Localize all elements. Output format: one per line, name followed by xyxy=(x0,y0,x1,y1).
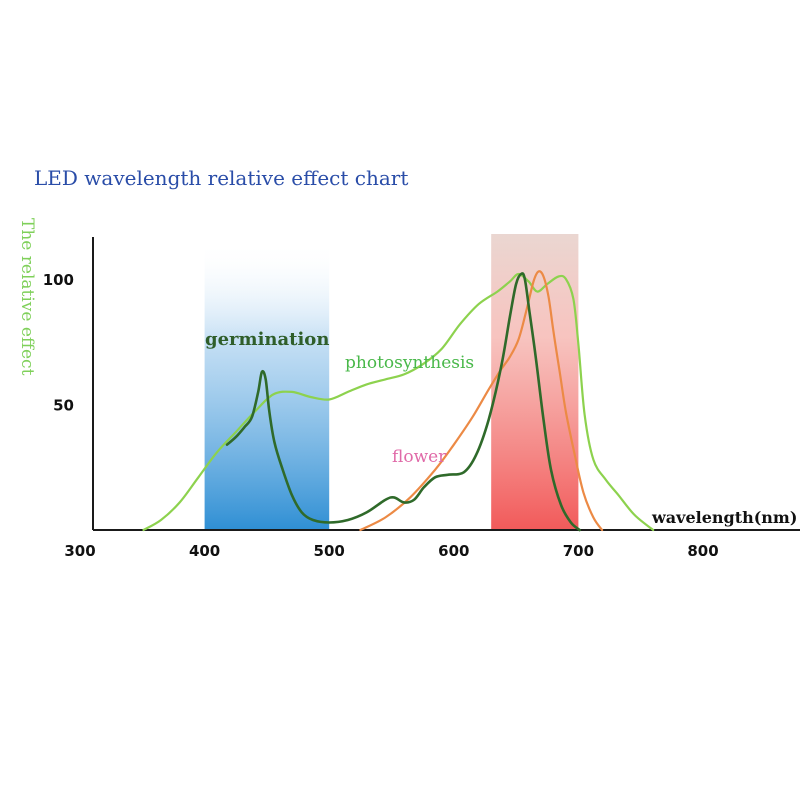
x-tick-label: 600 xyxy=(438,542,469,560)
series-line-photosynthesis xyxy=(142,272,655,532)
x-tick-label: 700 xyxy=(563,542,594,560)
annotation-germination: germination xyxy=(205,329,329,350)
y-tick-label: 100 xyxy=(43,271,74,289)
chart-title: LED wavelength relative effect chart xyxy=(34,166,408,190)
x-tick-label: 500 xyxy=(314,542,345,560)
x-tick-label: 400 xyxy=(189,542,220,560)
axis-ticks: 300 400 500 600 700 800 50 100 xyxy=(43,271,719,560)
x-tick-label: 300 xyxy=(64,542,95,560)
series-line-flower xyxy=(359,270,604,532)
annotation-flower: flower xyxy=(392,447,447,467)
series-lines xyxy=(142,270,655,532)
x-tick-label: 800 xyxy=(687,542,718,560)
band-630-700 xyxy=(491,234,579,530)
highlight-bands xyxy=(204,234,579,530)
series-line-germination xyxy=(225,272,581,532)
annotation-photosynthesis: photosynthesis xyxy=(345,353,474,373)
y-axis-label: The relative effect xyxy=(17,218,37,376)
y-tick-label: 50 xyxy=(53,397,74,415)
x-axis-label: wavelength(nm) xyxy=(651,508,797,527)
